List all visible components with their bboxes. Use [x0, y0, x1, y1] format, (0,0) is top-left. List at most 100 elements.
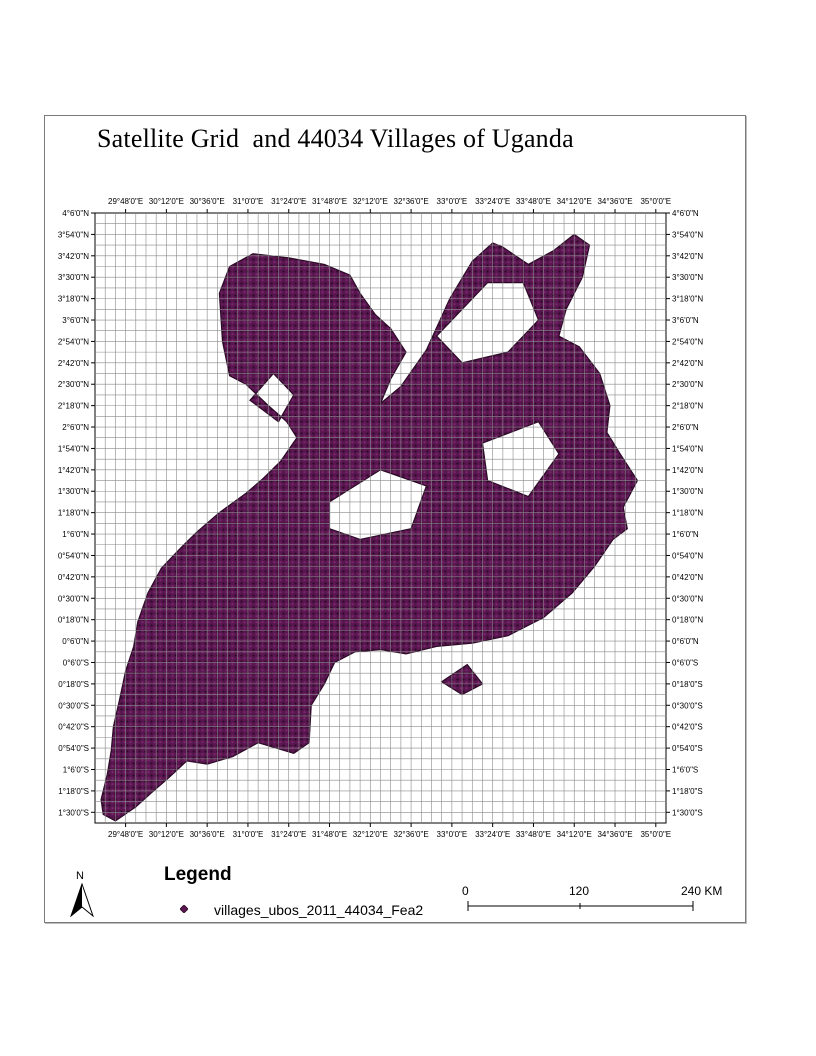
lat-label: 1°6'0"S: [672, 765, 698, 774]
lon-label: 31°24'0"E: [271, 197, 306, 206]
lat-label: 1°30'0"S: [672, 808, 703, 817]
lat-label: 2°6'0"N: [672, 423, 699, 432]
lat-label: 1°54'0"N: [672, 444, 703, 453]
lat-label: 1°30'0"N: [58, 487, 89, 496]
legend-item-villages: villages_ubos_2011_44034_Fea2: [214, 902, 424, 918]
lat-label: 4°6'0"N: [62, 209, 89, 218]
lat-label: 2°30'0"N: [58, 380, 89, 389]
satellite-grid: [95, 213, 666, 823]
north-arrow-icon: [70, 883, 94, 917]
lat-label: 2°30'0"N: [672, 380, 703, 389]
lon-label: 30°12'0"E: [149, 197, 184, 206]
lat-label: 2°42'0"N: [672, 359, 703, 368]
lat-label: 3°30'0"N: [672, 273, 703, 282]
lon-label: 29°48'0"E: [108, 197, 143, 206]
scale-bar: [467, 901, 694, 911]
legend-village-symbol: [180, 905, 188, 913]
lat-label: 3°6'0"N: [672, 316, 699, 325]
lon-label: 33°0'0"E: [437, 830, 468, 839]
lat-label: 0°30'0"N: [58, 594, 89, 603]
lat-label: 1°6'0"N: [62, 530, 89, 539]
lat-label: 0°42'0"S: [672, 723, 703, 732]
lat-label: 3°6'0"N: [62, 316, 89, 325]
lon-label: 31°24'0"E: [271, 830, 306, 839]
lat-label: 3°54'0"N: [672, 230, 703, 239]
lon-label: 31°0'0"E: [233, 830, 264, 839]
lon-label: 33°24'0"E: [475, 197, 510, 206]
lat-label: 2°6'0"N: [62, 423, 89, 432]
lon-label: 31°48'0"E: [312, 830, 347, 839]
lat-label: 2°54'0"N: [58, 337, 89, 346]
lon-label: 35°0'0"E: [640, 830, 671, 839]
lat-label: 1°42'0"N: [672, 466, 703, 475]
lon-label: 33°0'0"E: [437, 197, 468, 206]
lat-label: 0°30'0"S: [58, 701, 89, 710]
lat-label: 3°18'0"N: [672, 295, 703, 304]
lat-label: 0°30'0"S: [672, 701, 703, 710]
lat-label: 3°54'0"N: [58, 230, 89, 239]
lat-label: 3°42'0"N: [672, 252, 703, 261]
map-title: Satellite Grid and 44034 Villages of Uga…: [97, 124, 574, 153]
graticule-ticks: [91, 209, 670, 827]
lon-label: 30°36'0"E: [190, 197, 225, 206]
lon-label: 33°24'0"E: [475, 830, 510, 839]
lat-label: 0°6'0"N: [62, 637, 89, 646]
lat-label: 1°42'0"N: [58, 466, 89, 475]
lat-label: 1°6'0"N: [672, 530, 699, 539]
lon-label: 34°36'0"E: [597, 197, 632, 206]
lat-label: 0°18'0"N: [58, 616, 89, 625]
lon-label: 32°12'0"E: [353, 197, 388, 206]
lat-label: 0°54'0"S: [672, 744, 703, 753]
lon-label: 31°48'0"E: [312, 197, 347, 206]
north-arrow-label: N: [76, 870, 84, 882]
lon-label: 32°12'0"E: [353, 830, 388, 839]
lat-label: 3°42'0"N: [58, 252, 89, 261]
lat-label: 0°6'0"S: [672, 658, 698, 667]
lon-label: 31°0'0"E: [233, 197, 264, 206]
lat-label: 0°6'0"N: [672, 637, 699, 646]
lat-label: 0°6'0"S: [63, 658, 89, 667]
graticule-labels: 29°48'0"E 29°48'0"E 30°12'0"E 30°12'0"E 30°3…: [58, 197, 704, 839]
lon-label: 34°36'0"E: [597, 830, 632, 839]
lat-label: 0°54'0"N: [672, 551, 703, 560]
lat-label: 1°18'0"S: [672, 787, 703, 796]
lat-label: 1°18'0"S: [58, 787, 89, 796]
lat-label: 0°42'0"S: [58, 723, 89, 732]
lon-label: 29°48'0"E: [108, 830, 143, 839]
lon-label: 32°36'0"E: [394, 830, 429, 839]
lat-label: 1°30'0"N: [672, 487, 703, 496]
lon-label: 32°36'0"E: [394, 197, 429, 206]
lat-label: 0°42'0"N: [58, 573, 89, 582]
lat-label: 2°18'0"N: [672, 402, 703, 411]
lat-label: 2°54'0"N: [672, 337, 703, 346]
lat-label: 2°18'0"N: [58, 402, 89, 411]
lat-label: 4°6'0"N: [672, 209, 699, 218]
lat-label: 3°30'0"N: [58, 273, 89, 282]
lat-label: 2°42'0"N: [58, 359, 89, 368]
scale-label-0: 0: [462, 884, 469, 898]
scale-label-240: 240 KM: [681, 884, 723, 898]
lat-label: 0°54'0"N: [58, 551, 89, 560]
lat-label: 0°54'0"S: [58, 744, 89, 753]
lon-label: 33°48'0"E: [516, 197, 551, 206]
lat-label: 0°42'0"N: [672, 573, 703, 582]
lat-label: 0°18'0"S: [58, 680, 89, 689]
lat-label: 0°18'0"S: [672, 680, 703, 689]
lon-label: 30°36'0"E: [190, 830, 225, 839]
lat-label: 1°18'0"N: [672, 509, 703, 518]
lat-label: 1°18'0"N: [58, 509, 89, 518]
lat-label: 1°54'0"N: [58, 444, 89, 453]
lat-label: 1°6'0"S: [63, 765, 89, 774]
lat-label: 0°30'0"N: [672, 594, 703, 603]
lon-label: 34°12'0"E: [557, 197, 592, 206]
lon-label: 34°12'0"E: [557, 830, 592, 839]
lat-label: 0°18'0"N: [672, 616, 703, 625]
lon-label: 30°12'0"E: [149, 830, 184, 839]
lon-label: 33°48'0"E: [516, 830, 551, 839]
lat-label: 1°30'0"S: [58, 808, 89, 817]
lat-label: 3°18'0"N: [58, 295, 89, 304]
lon-label: 35°0'0"E: [640, 197, 671, 206]
scale-label-120: 120: [569, 884, 590, 898]
legend-title: Legend: [164, 864, 232, 885]
